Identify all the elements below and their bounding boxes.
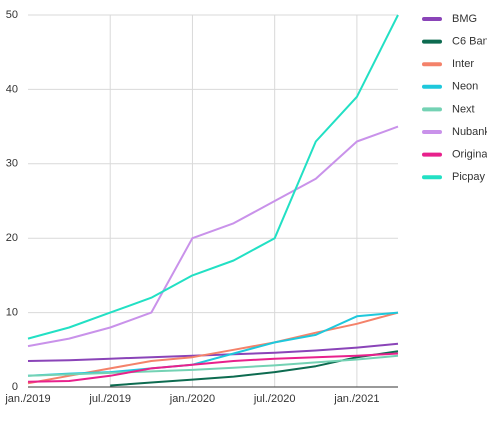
series-line bbox=[27, 354, 399, 377]
y-tick-label: 50 bbox=[6, 9, 18, 21]
legend-label: Nubank bbox=[452, 126, 487, 138]
x-tick-label: jul./2020 bbox=[253, 393, 296, 405]
series-line bbox=[27, 14, 399, 340]
legend-label: Original bbox=[452, 149, 487, 161]
y-tick-label: 0 bbox=[12, 381, 18, 393]
legend-label: Picpay bbox=[452, 171, 486, 183]
y-tick-label: 40 bbox=[6, 83, 18, 95]
legend-label: Next bbox=[452, 103, 475, 115]
series-line bbox=[27, 342, 399, 362]
legend-label: C6 Bank bbox=[452, 36, 487, 48]
series-line bbox=[27, 125, 399, 348]
legend-label: Inter bbox=[452, 58, 474, 70]
legend-label: BMG bbox=[452, 13, 477, 25]
legend-label: Neon bbox=[452, 81, 478, 93]
series-line bbox=[27, 352, 399, 383]
x-tick-label: jul./2019 bbox=[88, 393, 131, 405]
x-tick-label: jan./2020 bbox=[169, 393, 215, 405]
x-tick-label: jan./2021 bbox=[333, 393, 379, 405]
y-tick-label: 10 bbox=[6, 307, 18, 319]
x-tick-label: jan./2019 bbox=[4, 393, 50, 405]
y-tick-label: 20 bbox=[6, 232, 18, 244]
y-tick-label: 30 bbox=[6, 158, 18, 170]
series-line bbox=[110, 350, 399, 387]
